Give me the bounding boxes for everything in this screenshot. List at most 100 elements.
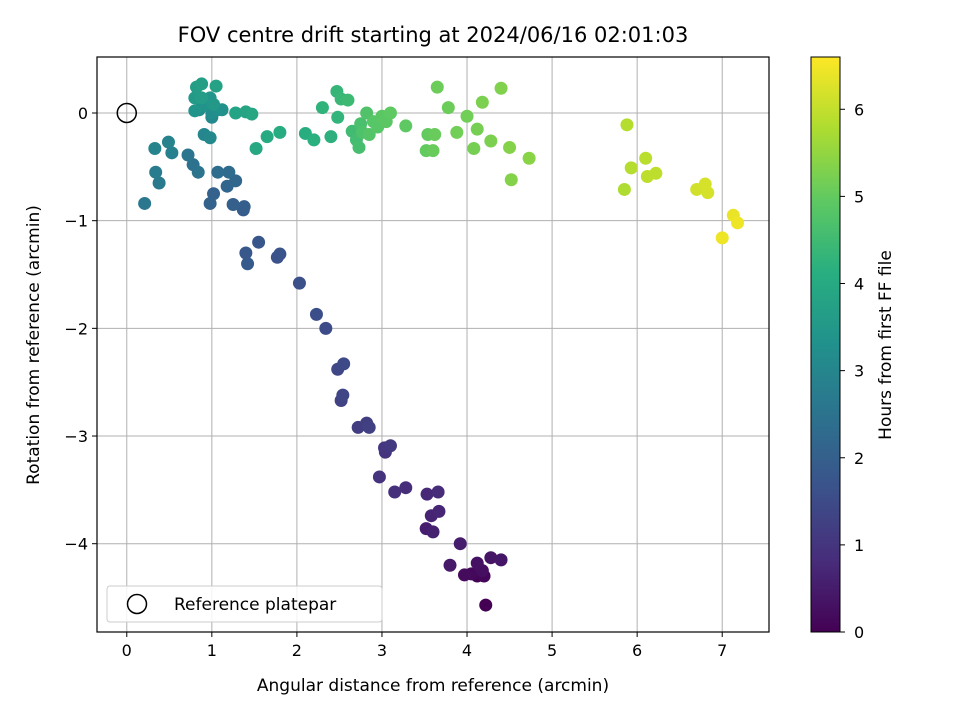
y-axis: 0 −1 −2 −3 −4 — [64, 104, 97, 554]
data-point — [149, 165, 163, 179]
data-point — [475, 95, 489, 109]
data-point — [426, 525, 440, 539]
x-tick-label: 0 — [122, 641, 132, 660]
x-tick-label: 6 — [632, 641, 642, 660]
data-point — [191, 165, 205, 179]
data-point — [209, 79, 223, 93]
x-tick-label: 2 — [292, 641, 302, 660]
data-point — [138, 196, 152, 210]
chart-title: FOV centre drift starting at 2024/06/16 … — [178, 23, 689, 47]
x-tick-label: 4 — [462, 641, 472, 660]
data-point — [457, 568, 471, 582]
data-point — [494, 81, 508, 95]
y-tick-label: −2 — [64, 319, 88, 338]
data-point — [307, 133, 321, 147]
data-point — [467, 142, 481, 156]
data-point — [331, 110, 345, 124]
y-tick-label: −3 — [64, 427, 88, 446]
data-point — [731, 216, 745, 230]
data-point — [229, 106, 243, 120]
data-point — [432, 504, 446, 518]
x-tick-label: 1 — [207, 641, 217, 660]
data-point — [239, 246, 253, 260]
data-point — [484, 551, 498, 565]
data-point — [207, 97, 221, 111]
data-point — [503, 140, 517, 154]
data-point — [522, 151, 536, 165]
colorbar-gradient — [810, 56, 841, 633]
data-point — [309, 307, 323, 321]
data-point — [319, 321, 333, 335]
data-point — [237, 200, 251, 214]
data-point — [460, 109, 474, 123]
legend-marker-icon — [126, 593, 148, 615]
data-point — [479, 598, 493, 612]
data-point — [211, 165, 225, 179]
data-point — [399, 481, 413, 495]
data-point — [420, 487, 434, 501]
y-axis-label: Rotation from reference (arcmin) — [24, 205, 44, 485]
y-tick-label: 0 — [78, 104, 88, 123]
data-point — [226, 198, 240, 212]
data-point — [494, 553, 508, 567]
data-point — [161, 135, 175, 149]
data-point — [241, 257, 255, 271]
data-point — [203, 196, 217, 210]
data-point — [152, 176, 166, 190]
grid — [97, 57, 769, 632]
data-point — [504, 173, 518, 187]
data-point — [273, 247, 287, 261]
data-point — [470, 556, 484, 570]
data-point — [383, 106, 397, 120]
data-point — [249, 142, 263, 156]
x-tick-label: 7 — [717, 641, 727, 660]
data-point — [428, 128, 442, 142]
y-tick-label: −1 — [64, 212, 88, 231]
data-point — [315, 101, 329, 115]
colorbar-tick-label: 2 — [854, 449, 864, 468]
data-point — [336, 388, 350, 402]
colorbar-label: Hours from first FF file — [876, 250, 896, 440]
data-point — [292, 276, 306, 290]
data-point — [324, 130, 338, 144]
colorbar-tick-label: 0 — [854, 623, 864, 642]
data-point — [399, 119, 413, 133]
data-point — [443, 558, 457, 572]
data-point — [352, 140, 366, 154]
data-point — [470, 122, 484, 136]
data-point — [649, 166, 663, 180]
data-point — [441, 101, 455, 115]
data-point — [620, 118, 634, 132]
colorbar-tick-label: 4 — [854, 275, 864, 294]
data-point — [337, 357, 351, 371]
data-point — [388, 485, 402, 499]
data-point — [624, 161, 638, 175]
data-point — [362, 128, 376, 142]
colorbar: 0 1 2 3 4 5 6 Hours from first FF file — [810, 56, 896, 642]
legend-box — [106, 585, 383, 623]
data-point — [195, 91, 209, 105]
reference-marker-group — [116, 102, 138, 124]
plot-frame — [96, 56, 770, 633]
data-point — [222, 165, 236, 179]
data-point — [188, 104, 202, 118]
data-point — [341, 93, 355, 107]
colorbar-tick-label: 5 — [854, 187, 864, 206]
data-point — [273, 125, 287, 139]
data-point — [453, 537, 467, 551]
data-point — [148, 142, 162, 156]
x-tick-label: 5 — [547, 641, 557, 660]
data-point — [426, 144, 440, 158]
data-point — [203, 131, 217, 145]
data-point — [431, 485, 445, 499]
data-point — [245, 107, 259, 121]
data-point — [701, 186, 715, 200]
colorbar-ticks: 0 1 2 3 4 5 6 — [840, 100, 864, 642]
colorbar-tick-label: 6 — [854, 100, 864, 119]
data-point — [715, 231, 729, 245]
colorbar-tick-label: 3 — [854, 362, 864, 381]
data-point — [372, 470, 386, 484]
x-axis-label: Angular distance from reference (arcmin) — [257, 676, 609, 696]
x-axis: 0 1 2 3 4 5 6 7 — [122, 632, 727, 660]
